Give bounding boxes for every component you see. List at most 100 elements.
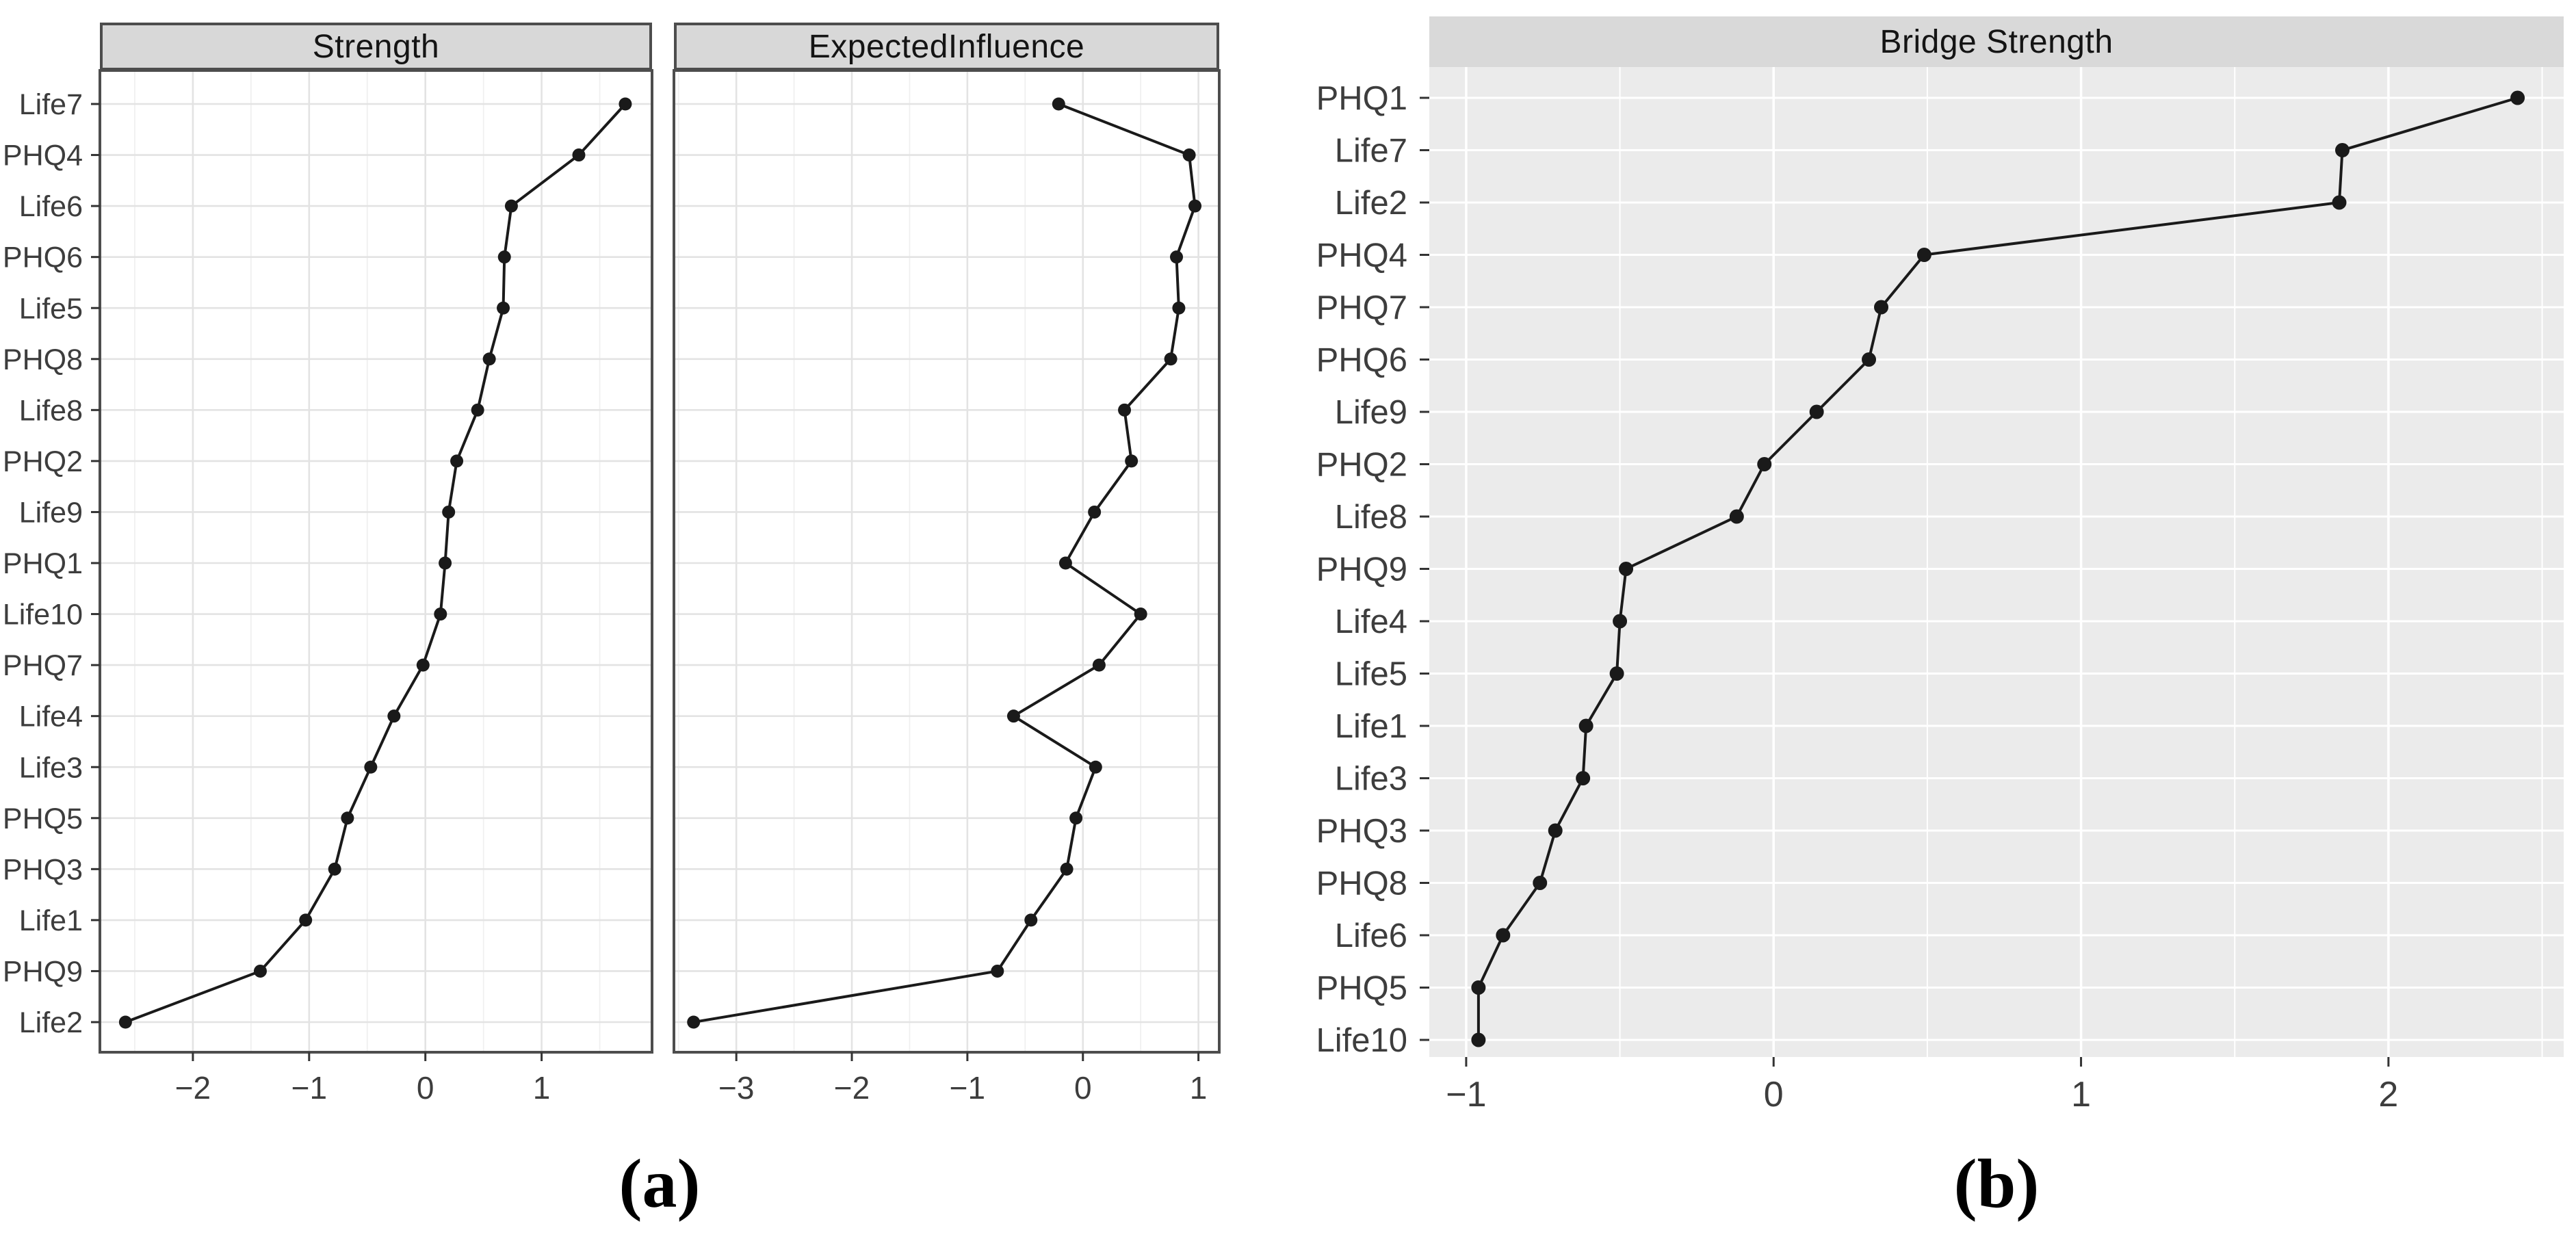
y-label-Life10: Life10: [1316, 1022, 1407, 1059]
y-label-Life3: Life3: [19, 751, 83, 784]
y-label-Life10: Life10: [3, 599, 83, 631]
y-label-PHQ5: PHQ5: [1316, 970, 1407, 1007]
data-point-PHQ4: [572, 148, 586, 162]
y-label-PHQ7: PHQ7: [3, 649, 83, 682]
expected-influence-chart: −3 −2 −1 0 1: [673, 69, 1221, 1106]
data-point-PHQ1: [2510, 90, 2525, 105]
y-label-PHQ8: PHQ8: [3, 343, 83, 376]
data-point-Life8: [1118, 403, 1132, 417]
facet-strip-strength: Strength: [100, 23, 652, 70]
data-point-PHQ5: [1471, 980, 1486, 995]
x-tick-label: 1: [1190, 1070, 1208, 1106]
y-label-Life9: Life9: [19, 496, 83, 529]
data-point-Life4: [387, 709, 401, 723]
data-point-Life1: [299, 913, 313, 927]
data-point-Life2: [687, 1015, 701, 1029]
data-point-Life5: [1609, 666, 1624, 681]
facet-strip-expected-influence-label: ExpectedInfluence: [808, 28, 1085, 65]
caption-a: (a): [619, 1145, 701, 1223]
y-label-Life2: Life2: [19, 1006, 83, 1039]
data-point-Life4: [1006, 709, 1020, 723]
y-label-Life1: Life1: [1335, 708, 1407, 745]
data-point-Life9: [442, 505, 456, 519]
data-point-Life9: [1809, 404, 1824, 419]
data-point-Life5: [1172, 301, 1186, 315]
data-point-Life3: [364, 760, 378, 774]
data-point-PHQ9: [253, 964, 267, 978]
data-point-Life2: [2332, 195, 2347, 210]
panel-background: [674, 70, 1219, 1052]
data-point-PHQ6: [1170, 250, 1184, 264]
y-label-Life4: Life4: [1335, 603, 1407, 640]
bridge-strength-chart: −1 0 1 2 PHQ1 Life7 Life2 PHQ4 PHQ7 PHQ6 Life9 PHQ2…: [1316, 67, 2564, 1114]
data-point-PHQ1: [1058, 556, 1072, 570]
y-label-Life6: Life6: [1335, 917, 1407, 954]
y-label-Life1: Life1: [19, 904, 83, 937]
y-label-Life4: Life4: [19, 701, 83, 733]
data-point-PHQ8: [482, 352, 496, 366]
y-label-PHQ8: PHQ8: [1316, 865, 1407, 902]
y-label-PHQ6: PHQ6: [3, 242, 83, 274]
data-point-PHQ5: [341, 811, 354, 825]
data-point-PHQ8: [1164, 352, 1178, 366]
y-label-PHQ5: PHQ5: [3, 803, 83, 835]
data-point-Life6: [1496, 928, 1511, 943]
y-label-PHQ6: PHQ6: [1316, 342, 1407, 379]
facet-strip-bridge-strength-label: Bridge Strength: [1879, 23, 2113, 60]
x-tick-label: −2: [175, 1070, 211, 1106]
data-point-PHQ8: [1533, 876, 1548, 890]
y-label-PHQ2: PHQ2: [1316, 447, 1407, 484]
x-tick-label: 1: [2071, 1075, 2091, 1114]
data-point-PHQ9: [991, 964, 1004, 978]
data-point-Life7: [1052, 97, 1065, 111]
y-label-Life7: Life7: [19, 88, 83, 121]
data-point-Life4: [1613, 614, 1628, 629]
data-point-Life10: [1471, 1032, 1486, 1047]
data-point-Life3: [1089, 760, 1102, 774]
data-point-Life10: [1134, 608, 1147, 621]
y-label-PHQ7: PHQ7: [1316, 289, 1407, 326]
x-tick-label: −3: [718, 1070, 754, 1106]
data-point-Life6: [504, 199, 518, 213]
data-point-Life5: [497, 301, 510, 315]
data-point-PHQ6: [1862, 352, 1877, 367]
data-point-PHQ4: [1182, 148, 1196, 162]
data-point-Life1: [1024, 913, 1038, 927]
data-point-Life7: [619, 97, 632, 111]
x-tick-label: −1: [1446, 1075, 1486, 1114]
data-point-Life3: [1576, 771, 1591, 785]
data-point-Life7: [2334, 143, 2350, 157]
x-tick-label: −1: [950, 1070, 985, 1106]
panel-border: [99, 69, 653, 1054]
data-point-Life6: [1188, 199, 1202, 213]
data-point-Life10: [434, 608, 447, 621]
data-point-PHQ3: [1548, 823, 1563, 838]
x-tick-label: 1: [533, 1070, 551, 1106]
data-point-PHQ3: [328, 862, 341, 876]
y-label-Life5: Life5: [19, 292, 83, 325]
y-label-Life2: Life2: [1335, 185, 1407, 222]
data-point-PHQ7: [416, 658, 430, 672]
y-label-Life8: Life8: [19, 394, 83, 427]
facet-strip-bridge-strength: Bridge Strength: [1429, 16, 2564, 67]
x-tick-label: 2: [2378, 1075, 2398, 1114]
data-point-PHQ2: [1757, 457, 1772, 471]
panel-background: [100, 70, 652, 1052]
data-point-Life1: [1578, 718, 1593, 733]
data-point-PHQ5: [1069, 811, 1083, 825]
data-point-Life2: [118, 1015, 132, 1029]
y-label-Life3: Life3: [1335, 761, 1407, 798]
data-point-PHQ7: [1092, 658, 1106, 672]
y-label-PHQ9: PHQ9: [3, 955, 83, 988]
data-point-PHQ3: [1060, 862, 1074, 876]
y-label-PHQ4: PHQ4: [1316, 237, 1407, 274]
x-tick-label: −1: [291, 1070, 327, 1106]
data-point-PHQ6: [497, 250, 511, 264]
facet-strip-expected-influence: ExpectedInfluence: [674, 23, 1219, 70]
data-point-PHQ2: [450, 454, 464, 468]
data-point-PHQ1: [439, 556, 452, 570]
y-label-PHQ2: PHQ2: [3, 445, 83, 478]
y-label-PHQ4: PHQ4: [3, 140, 83, 172]
y-label-PHQ1: PHQ1: [1316, 80, 1407, 117]
